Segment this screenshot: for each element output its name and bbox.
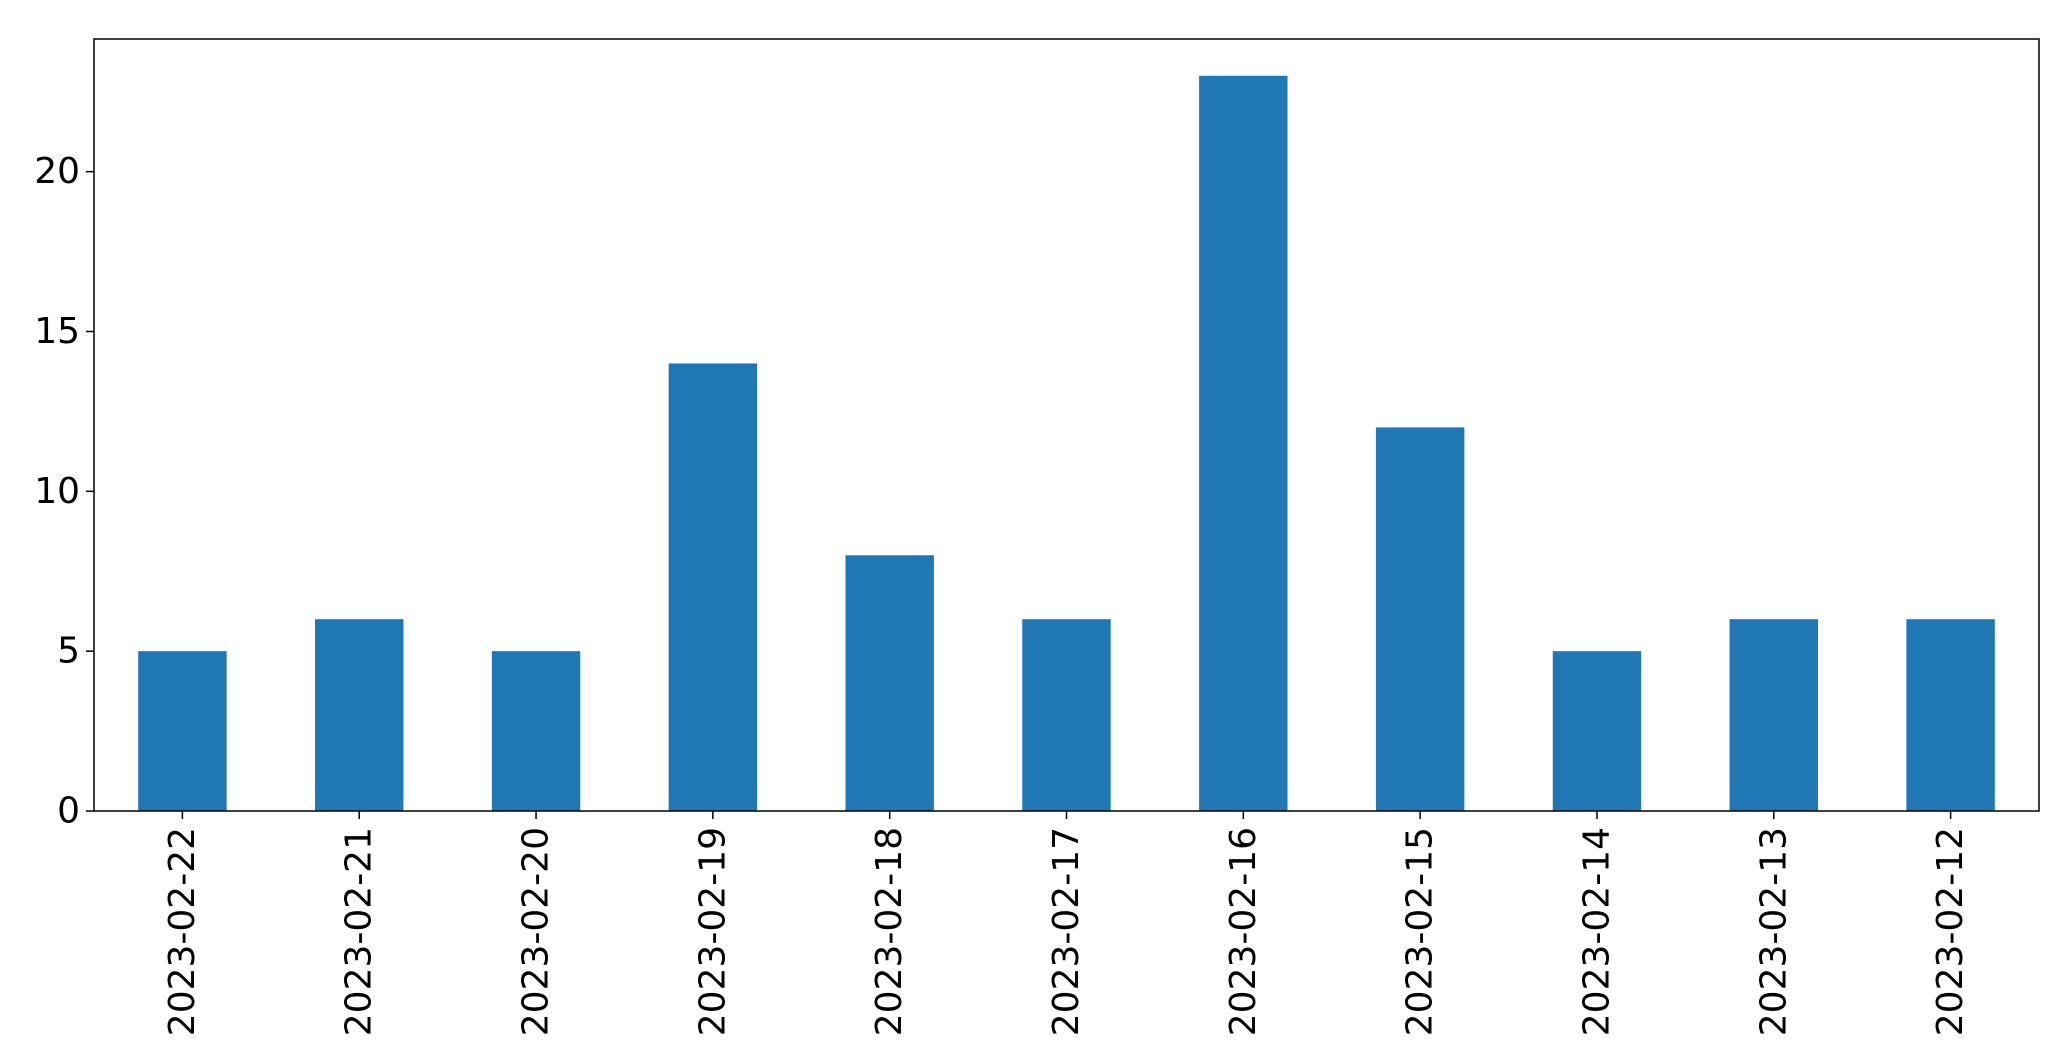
x-tick-label: 2023-02-20 <box>516 827 557 1036</box>
bar-2023-02-19 <box>668 363 758 811</box>
plot-frame <box>93 38 2040 812</box>
y-tick-label: 20 <box>34 151 80 192</box>
bar-2023-02-12 <box>1906 619 1995 811</box>
bar-2023-02-18 <box>845 555 934 811</box>
y-axis-ticks: 0 5 10 15 20 <box>34 151 94 832</box>
x-tick-label: 2023-02-19 <box>692 827 733 1036</box>
bars-group <box>138 75 1995 811</box>
y-tick-label: 5 <box>57 631 80 672</box>
x-tick-label: 2023-02-15 <box>1400 827 1441 1036</box>
y-tick-label: 15 <box>34 311 80 352</box>
x-tick-label: 2023-02-21 <box>339 827 380 1036</box>
bar-2023-02-14 <box>1552 651 1642 811</box>
x-axis-ticks: 2023-02-22 2023-02-21 2023-02-20 2023-02-19… <box>162 811 1971 1036</box>
x-tick-label: 2023-02-12 <box>1930 827 1971 1036</box>
bar-2023-02-20 <box>491 651 581 811</box>
bar-2023-02-17 <box>1022 619 1111 811</box>
x-tick-label: 2023-02-18 <box>869 827 910 1036</box>
bar-2023-02-22 <box>138 651 227 811</box>
y-tick-label: 0 <box>57 791 80 832</box>
bar-2023-02-13 <box>1729 619 1818 811</box>
x-tick-label: 2023-02-16 <box>1223 827 1264 1036</box>
x-tick-label: 2023-02-22 <box>162 827 203 1036</box>
x-tick-label: 2023-02-13 <box>1753 827 1794 1036</box>
x-tick-label: 2023-02-17 <box>1046 827 1087 1036</box>
y-tick-label: 10 <box>34 471 80 512</box>
x-tick-label: 2023-02-14 <box>1576 827 1617 1036</box>
bar-2023-02-16 <box>1199 75 1288 811</box>
bar-2023-02-21 <box>315 619 404 811</box>
bar-2023-02-15 <box>1375 427 1465 811</box>
